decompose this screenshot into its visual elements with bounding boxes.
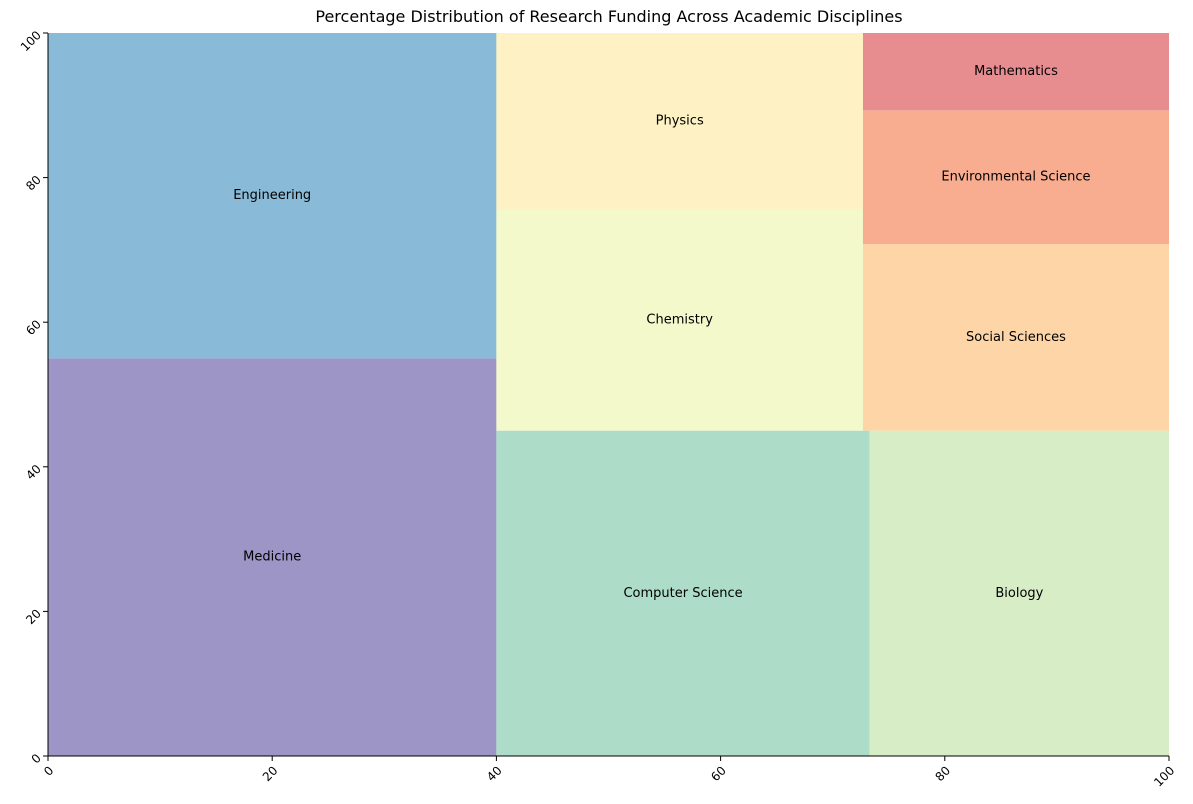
treemap-rectangles xyxy=(48,33,1169,756)
treemap-label-computer-science: Computer Science xyxy=(623,586,742,601)
chart-title: Percentage Distribution of Research Fund… xyxy=(315,7,903,26)
treemap-rect-biology xyxy=(869,430,1169,756)
treemap-rect-social-sciences xyxy=(862,244,1169,431)
treemap-label-social-sciences: Social Sciences xyxy=(966,330,1066,345)
y-tick-label: 100 xyxy=(18,28,44,54)
treemap-labels: Medicine Engineering Computer Science Chemi… xyxy=(233,64,1090,601)
y-tick-label: 80 xyxy=(23,173,44,194)
treemap-rect-engineering xyxy=(48,33,497,359)
treemap-label-medicine: Medicine xyxy=(243,550,301,565)
x-tick-label: 100 xyxy=(1151,763,1177,789)
treemap-rect-medicine xyxy=(48,358,497,756)
x-tick-label: 80 xyxy=(932,763,953,784)
y-tick-label: 20 xyxy=(23,606,44,627)
treemap-rect-computer-science xyxy=(496,430,870,756)
y-tick-label: 0 xyxy=(29,751,44,766)
treemap-label-chemistry: Chemistry xyxy=(646,313,713,328)
y-tick-label: 60 xyxy=(23,317,44,338)
x-tick-label: 0 xyxy=(41,763,56,778)
treemap-rect-environmental-science xyxy=(862,110,1169,245)
treemap-label-biology: Biology xyxy=(995,586,1043,601)
x-tick-label: 60 xyxy=(708,763,729,784)
treemap-label-environmental-science: Environmental Science xyxy=(941,170,1090,185)
treemap-label-physics: Physics xyxy=(656,114,704,129)
treemap-rect-chemistry xyxy=(496,209,863,431)
treemap-label-mathematics: Mathematics xyxy=(974,64,1058,79)
y-tick-label: 40 xyxy=(23,462,44,483)
treemap-rect-mathematics xyxy=(862,33,1169,111)
x-tick-label: 40 xyxy=(484,763,505,784)
x-tick-label: 20 xyxy=(260,763,281,784)
treemap-rect-physics xyxy=(496,33,863,210)
treemap-label-engineering: Engineering xyxy=(233,188,311,203)
